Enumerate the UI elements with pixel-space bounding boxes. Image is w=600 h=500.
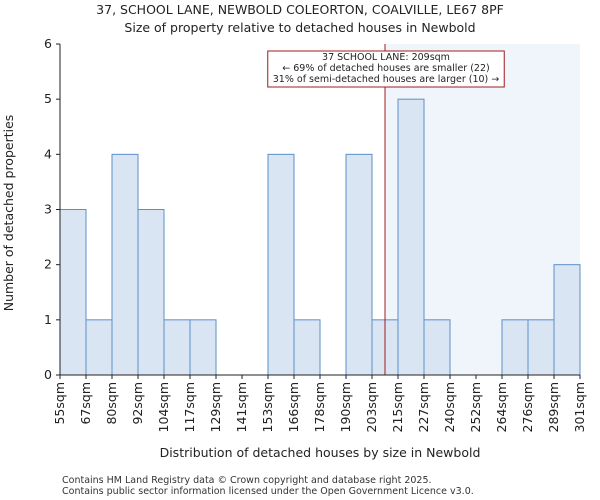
x-tick-label: 190sqm (338, 382, 353, 432)
chart-title: 37, SCHOOL LANE, NEWBOLD COLEORTON, COAL… (96, 2, 504, 17)
x-tick-label: 264sqm (494, 382, 509, 432)
y-tick-label: 4 (44, 146, 52, 161)
x-tick-label: 166sqm (286, 382, 301, 432)
x-tick-label: 141sqm (234, 382, 249, 432)
x-tick-label: 240sqm (442, 382, 457, 432)
annotation-frame (267, 50, 505, 88)
x-tick-label: 178sqm (312, 382, 327, 432)
x-tick-label: 104sqm (156, 382, 171, 432)
annotation-line-3: 31% of semi-detached houses are larger (… (273, 74, 500, 85)
x-tick-label: 301sqm (572, 382, 587, 432)
histogram-bar (293, 319, 321, 376)
y-tick-label: 6 (44, 36, 52, 51)
x-tick-label: 227sqm (416, 382, 431, 432)
y-axis-ticks: 0 1 2 3 4 5 6 (44, 36, 60, 382)
y-tick-label: 5 (44, 91, 52, 106)
x-tick-label: 203sqm (364, 382, 379, 432)
x-tick-label: 117sqm (182, 382, 197, 432)
x-tick-label: 289sqm (546, 382, 561, 432)
y-axis-label: Number of detached properties (1, 115, 16, 312)
y-tick-label: 3 (44, 202, 52, 217)
histogram-bar (85, 319, 113, 376)
x-axis-label: Distribution of detached houses by size … (160, 445, 481, 460)
annotation-line-2: ← 69% of detached houses are smaller (22… (282, 63, 489, 74)
histogram-bar (397, 98, 425, 376)
histogram-bar (59, 209, 87, 376)
histogram-bar (163, 319, 191, 376)
footer-line-1: Contains HM Land Registry data © Crown c… (62, 475, 432, 486)
histogram-bar (111, 153, 139, 376)
histogram-bar (527, 319, 555, 376)
plot-area (59, 44, 581, 376)
x-tick-label: 153sqm (260, 382, 275, 432)
x-tick-label: 80sqm (104, 382, 119, 425)
histogram-bar (189, 319, 217, 376)
x-tick-label: 276sqm (520, 382, 535, 432)
x-tick-label: 67sqm (78, 382, 93, 425)
x-axis-ticks: 55sqm 67sqm 80sqm 92sqm 104sqm 117sqm 129sqm 14… (52, 375, 587, 432)
chart-subtitle: Size of property relative to detached ho… (124, 20, 475, 35)
histogram-bar (423, 319, 451, 376)
x-tick-label: 252sqm (468, 382, 483, 432)
footer-line-2: Contains public sector information licen… (62, 486, 474, 497)
x-tick-label: 129sqm (208, 382, 223, 432)
histogram-bar (501, 319, 529, 376)
x-tick-label: 55sqm (52, 382, 67, 425)
histogram-bar (553, 264, 581, 376)
histogram-bar (345, 153, 373, 376)
y-tick-label: 0 (44, 367, 52, 382)
y-tick-label: 1 (44, 312, 52, 327)
y-tick-label: 2 (44, 257, 52, 272)
x-tick-label: 215sqm (390, 382, 405, 432)
annotation-line-1: 37 SCHOOL LANE: 209sqm (322, 52, 450, 63)
histogram-bar (267, 153, 295, 376)
annotation-box: 37 SCHOOL LANE: 209sqm ← 69% of detached… (267, 50, 505, 88)
x-tick-label: 92sqm (130, 382, 145, 425)
histogram-bar (137, 209, 165, 376)
